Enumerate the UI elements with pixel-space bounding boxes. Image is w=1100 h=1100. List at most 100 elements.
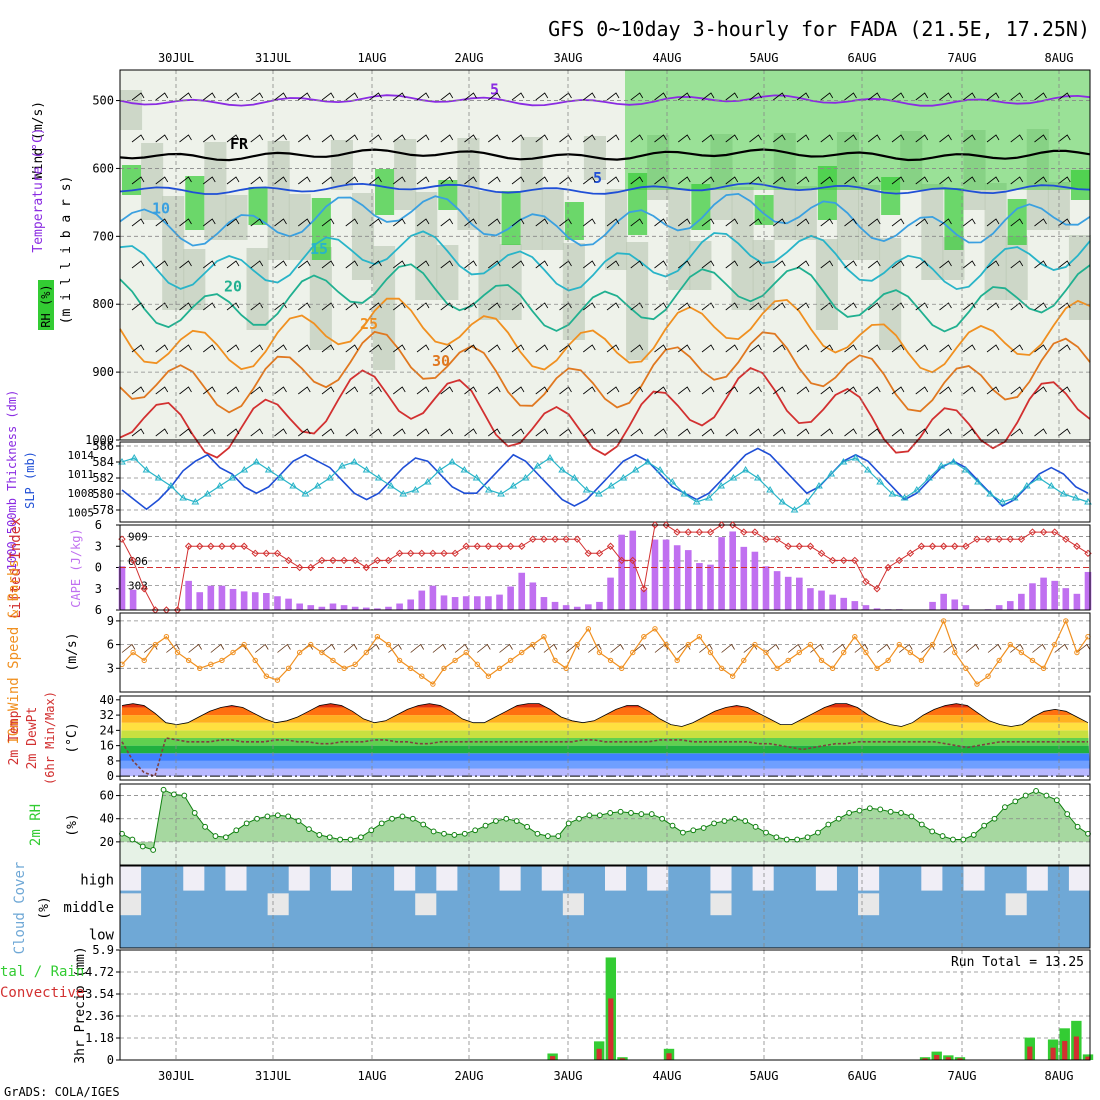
temp-band [120,768,1090,777]
wind-barb [464,176,477,185]
y-tick-label: 600 [92,161,114,175]
thickness-point [766,486,774,493]
wind-speed-point [652,626,658,632]
wind-barb [986,176,1000,185]
wind-barb [606,386,620,395]
wind-speed-point [230,649,236,656]
wind-barb [250,134,264,143]
wind-barb [725,344,739,353]
wind-barb [1058,176,1071,185]
wind-barb [131,386,145,395]
wind-barb [274,344,287,353]
lifted-index-point [828,556,837,565]
wind-speed-point [663,641,669,648]
temp-band [120,760,1090,769]
rh-shade [520,137,543,250]
y-tick-label: 586 [92,439,114,453]
wind-barb [440,134,454,143]
rh-point [648,811,655,817]
wind-speed-point [707,649,714,656]
rh-shade [246,248,269,330]
rh-point [1022,792,1029,799]
wind-barb [891,218,905,227]
wind-barb [986,260,1000,269]
rh-point [306,826,312,833]
lifted-index-point [495,542,504,550]
wind-speed-point [918,657,925,664]
cape-bar [873,608,881,610]
wind-barb [488,176,501,185]
wind-barb [488,428,501,437]
lifted-index-point [295,563,304,572]
wind-barb [464,344,477,353]
cape-bar [673,545,681,610]
rh-point [544,833,551,839]
wind-barb [773,260,786,269]
wind-barb [559,260,572,269]
y-tick-label: 2.36 [85,1009,114,1023]
rh-point [1012,798,1019,805]
convective-bar [1027,1046,1033,1060]
cloud-gap-high [647,866,669,891]
rh-point [171,791,177,798]
wind-barb [678,260,691,269]
y-tick-label: 0 [107,769,114,783]
lifted-index-point [518,542,526,550]
wind-barb [725,92,739,101]
rh-point [316,832,323,838]
y-tick-label: 900 [92,365,114,379]
wind-speed-point [163,634,170,640]
wind-barb [535,260,549,269]
axis-label: Temperature (°C) [31,127,46,252]
date-label: 31JUL [255,51,291,65]
temp-band [120,745,1090,754]
panel-cloud-cover: high middle low Cloud Cover (%) [12,862,1091,955]
lifted-index-point [740,528,748,536]
wind-barb [891,92,905,101]
wind-barb [1034,92,1047,101]
wind-barb [583,302,596,311]
rh-point [274,812,281,819]
wind-barb [654,92,667,101]
wind-barb [416,386,430,395]
thickness-point [460,466,469,473]
wind-barb [203,302,216,311]
convective-bar [922,1058,928,1060]
lifted-index-point [673,528,681,536]
cloud-gap-high [921,866,943,891]
thickness-point [264,466,273,473]
wind-barb [630,386,644,395]
wind-speed-point [141,657,147,664]
rh-point [326,834,333,841]
wind-barb [393,218,406,227]
wind-speed-point [352,661,358,668]
wind-barb [963,386,976,395]
wind-barb [488,260,501,269]
lifted-index-point [928,542,937,550]
cloud-gap-high [858,866,880,891]
wind-speed-point [863,649,869,656]
axis-label: Cloud Cover [12,862,28,955]
rh-point [628,810,634,816]
thickness-point [191,498,200,505]
date-label: 3AUG [554,51,583,65]
wind-barb [179,176,192,185]
wind-barb [155,260,169,269]
wind-barb [986,428,1000,437]
wind-speed-point [741,657,747,664]
wind-barb [440,92,454,101]
wind-barb [488,218,501,227]
wind-speed-point [341,665,347,671]
surface-wind-barb [632,643,647,653]
lifted-index-point [284,556,293,565]
lifted-index-point [851,556,859,565]
wind-barb [749,134,762,143]
wind-barb [939,218,952,227]
wind-barb [630,260,644,269]
temp-band [120,715,1090,723]
wind-barb [179,428,192,437]
isotherm-label: 25 [360,315,378,333]
y-tick-label: 1014 [68,449,95,462]
rh-point [337,836,344,843]
wind-barb [250,302,264,311]
